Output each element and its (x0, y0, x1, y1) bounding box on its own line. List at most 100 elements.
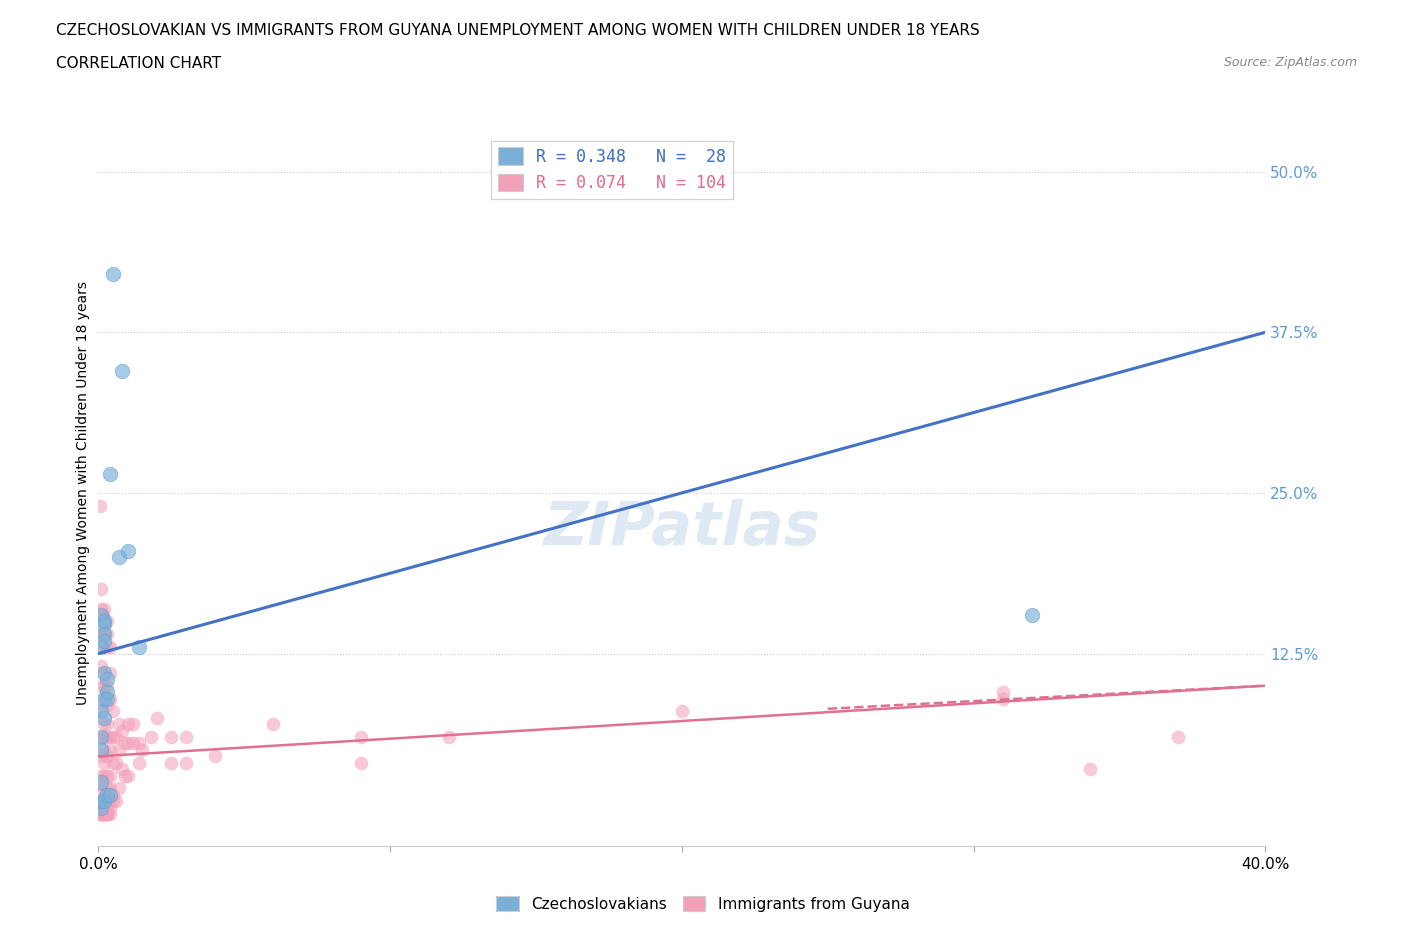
Point (90, 794, 112, 809)
Point (108, 781, 131, 796)
Text: ZIPatlas: ZIPatlas (543, 498, 821, 558)
Point (93, 755, 115, 770)
Point (93, 794, 115, 809)
Point (117, 717, 139, 732)
Point (96, 788, 118, 803)
Legend: R = 0.348   N =  28, R = 0.074   N = 104: R = 0.348 N = 28, R = 0.074 N = 104 (491, 140, 733, 199)
Point (90, 742, 112, 757)
Point (111, 724, 134, 738)
Point (93, 801, 115, 816)
Point (90, 640, 112, 655)
Point (108, 550, 131, 565)
Point (128, 640, 150, 655)
Point (101, 788, 124, 803)
Point (93, 601, 115, 616)
Point (350, 755, 373, 770)
Point (98, 794, 121, 809)
Point (93, 806, 115, 821)
Point (111, 364, 134, 379)
Point (98, 730, 121, 745)
Point (96, 684, 118, 699)
Point (90, 730, 112, 745)
Point (96, 801, 118, 816)
Point (98, 640, 121, 655)
Point (101, 755, 124, 770)
Point (93, 742, 115, 757)
Y-axis label: Unemployment Among Women with Children Under 18 years: Unemployment Among Women with Children U… (76, 281, 90, 705)
Point (90, 582, 112, 597)
Point (139, 730, 162, 745)
Point (90, 704, 112, 719)
Point (96, 678, 118, 693)
Point (117, 768, 139, 783)
Point (174, 730, 197, 745)
Point (90, 749, 112, 764)
Point (114, 736, 136, 751)
Point (93, 806, 115, 821)
Point (437, 730, 460, 745)
Point (128, 755, 150, 770)
Point (93, 730, 115, 745)
Point (98, 742, 121, 757)
Point (104, 794, 127, 809)
Point (122, 736, 145, 751)
Point (96, 614, 118, 629)
Point (101, 704, 124, 719)
Point (93, 627, 115, 642)
Point (90, 601, 112, 616)
Point (98, 806, 121, 821)
Point (114, 768, 136, 783)
Point (96, 749, 118, 764)
Point (1167, 730, 1189, 745)
Point (93, 627, 115, 642)
Point (98, 801, 121, 816)
Point (96, 806, 118, 821)
Point (1080, 762, 1102, 777)
Point (93, 806, 115, 821)
Point (96, 730, 118, 745)
Point (90, 801, 112, 816)
Point (96, 698, 118, 712)
Point (90, 806, 112, 821)
Point (98, 691, 121, 706)
Point (350, 730, 373, 745)
Point (90, 659, 112, 674)
Point (204, 749, 226, 764)
Point (991, 691, 1014, 706)
Point (96, 671, 118, 686)
Point (90, 607, 112, 622)
Point (90, 806, 112, 821)
Point (90, 794, 112, 809)
Text: CZECHOSLOVAKIAN VS IMMIGRANTS FROM GUYANA UNEMPLOYMENT AMONG WOMEN WITH CHILDREN: CZECHOSLOVAKIAN VS IMMIGRANTS FROM GUYAN… (56, 23, 980, 38)
Point (90, 801, 112, 816)
Point (96, 781, 118, 796)
Text: CORRELATION CHART: CORRELATION CHART (56, 56, 221, 71)
Point (93, 665, 115, 680)
Point (96, 806, 118, 821)
Point (93, 794, 115, 809)
Point (101, 794, 124, 809)
Point (117, 543, 139, 558)
Point (93, 617, 115, 631)
Point (93, 806, 115, 821)
Point (96, 768, 118, 783)
Point (671, 704, 693, 719)
Point (108, 742, 131, 757)
Point (96, 627, 118, 642)
Point (146, 711, 169, 725)
Point (93, 768, 115, 783)
Point (90, 730, 112, 745)
Point (93, 665, 115, 680)
Point (96, 717, 118, 732)
Point (174, 755, 197, 770)
Point (104, 730, 127, 745)
Point (98, 768, 121, 783)
Point (90, 704, 112, 719)
Point (96, 806, 118, 821)
Legend: Czechoslovakians, Immigrants from Guyana: Czechoslovakians, Immigrants from Guyana (491, 889, 915, 918)
Point (98, 781, 121, 796)
Point (131, 742, 153, 757)
Point (93, 717, 115, 732)
Point (1021, 607, 1043, 622)
Point (98, 466, 121, 481)
